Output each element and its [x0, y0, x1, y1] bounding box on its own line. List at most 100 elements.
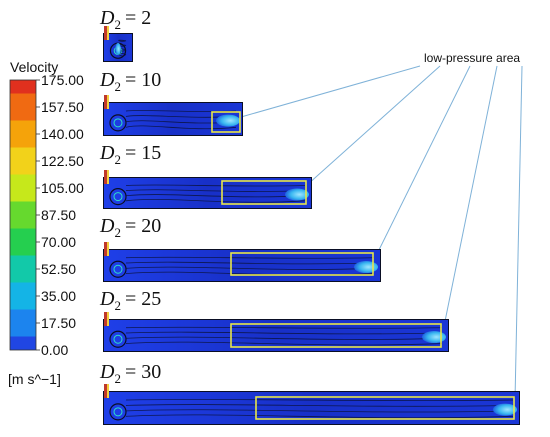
streamline [125, 331, 443, 335]
vortex-core [113, 264, 123, 274]
low-pressure-blob [354, 261, 378, 274]
legend-tick-label: 122.50 [41, 153, 84, 169]
low-pressure-label: low-pressure area [424, 51, 520, 65]
panel-label: D2 = 2 [99, 7, 151, 32]
legend-band [10, 147, 36, 175]
panel-d2-2: D2 = 2 [99, 7, 151, 62]
legend-band [10, 80, 36, 94]
low-pressure-box [211, 111, 241, 133]
pointer-line [441, 65, 498, 337]
streamline [125, 409, 514, 413]
pointer-line [372, 65, 471, 263]
inlet-wall [104, 26, 107, 40]
low-pressure-blob [115, 42, 121, 55]
panel-label: D2 = 10 [99, 69, 161, 94]
vortex [109, 403, 127, 421]
legend-tick-label: 17.50 [41, 315, 76, 331]
streamline [125, 198, 306, 203]
legend-band [10, 201, 36, 229]
flow-field [104, 320, 448, 351]
streamline [125, 189, 306, 192]
low-pressure-blob [493, 403, 517, 416]
legend-band [10, 309, 36, 337]
legend-band [10, 228, 36, 256]
legend-band [10, 120, 36, 148]
low-pressure-blob [285, 188, 309, 201]
streamline [125, 261, 375, 265]
panel-d2-25: D2 = 25 [99, 288, 449, 352]
vortex-core [113, 192, 123, 202]
streamline [118, 52, 127, 57]
streamline [125, 336, 443, 340]
panel-d2-10: D2 = 10 [99, 69, 243, 136]
inlet-wall [104, 384, 107, 398]
inlet-wall [104, 242, 107, 256]
inlet-jet [107, 242, 109, 256]
vortex [109, 260, 127, 278]
legend-tick-labels: 175.00 157.50 140.00 122.50 105.00 87.50 70.00… [36, 72, 84, 358]
streamline [125, 326, 443, 329]
low-pressure-box [255, 396, 515, 420]
panel-label: D2 = 15 [99, 142, 161, 167]
legend-tick-label: 70.00 [41, 234, 76, 250]
panel-label: D2 = 30 [99, 361, 161, 386]
pointer-lines [240, 65, 523, 401]
legend-tick-label: 157.50 [41, 99, 84, 115]
legend-band [10, 255, 36, 283]
streamline [125, 266, 375, 270]
pointer-line [306, 65, 441, 186]
low-pressure-box [230, 252, 374, 276]
streamline [125, 256, 375, 259]
legend-band [10, 336, 36, 350]
streamline [125, 399, 514, 401]
legend-tick-label: 175.00 [41, 72, 84, 88]
streamline [125, 341, 443, 346]
legend-band [10, 93, 36, 121]
flow-field [104, 178, 311, 208]
streamline [118, 39, 127, 42]
pointer-line [514, 65, 523, 401]
streamline [125, 404, 514, 407]
low-pressure-blob [422, 331, 446, 344]
inlet-wall [104, 312, 107, 326]
legend-tick-label: 52.50 [41, 261, 76, 277]
vortex-core [113, 407, 123, 417]
flow-panels: D2 = 2 D2 = 10 D2 = 15 D2 = 20 D2 = 25 D2 = 30 [99, 7, 520, 425]
flow-field [104, 250, 380, 281]
vortex [109, 330, 127, 348]
inlet-jet [107, 26, 109, 40]
vortex [109, 114, 127, 132]
streamline [125, 414, 514, 419]
inlet-jet [107, 170, 109, 184]
legend-title: Velocity [10, 59, 58, 75]
panel-d2-20: D2 = 20 [99, 215, 381, 282]
legend-color-bar [9, 79, 37, 351]
vortex-core [113, 118, 123, 128]
streamline [125, 184, 306, 187]
inlet-jet [107, 384, 109, 398]
inlet-wall [104, 95, 107, 109]
legend-unit: [m s^−1] [8, 371, 61, 387]
low-pressure-box [230, 323, 442, 348]
velocity-legend: Velocity 175.00 157.50 140.00 122.50 105.00 8… [8, 59, 84, 387]
inlet-jet [107, 95, 109, 109]
legend-tick-label: 0.00 [41, 342, 68, 358]
panel-d2-30: D2 = 30 [99, 361, 520, 425]
vortex-core [113, 334, 123, 344]
legend-band [10, 282, 36, 310]
panel-label: D2 = 25 [99, 288, 161, 313]
pointer-line [240, 65, 421, 118]
legend-tick-label: 140.00 [41, 126, 84, 142]
panel-d2-15: D2 = 15 [99, 142, 312, 209]
panel-label: D2 = 20 [99, 215, 161, 240]
streamline [125, 194, 306, 198]
legend-tick-label: 105.00 [41, 180, 84, 196]
vortex [109, 188, 127, 206]
inlet-wall [104, 170, 107, 184]
legend-band [10, 174, 36, 202]
legend-tick-label: 87.50 [41, 207, 76, 223]
legend-tick-label: 35.00 [41, 288, 76, 304]
streamline [125, 125, 237, 130]
